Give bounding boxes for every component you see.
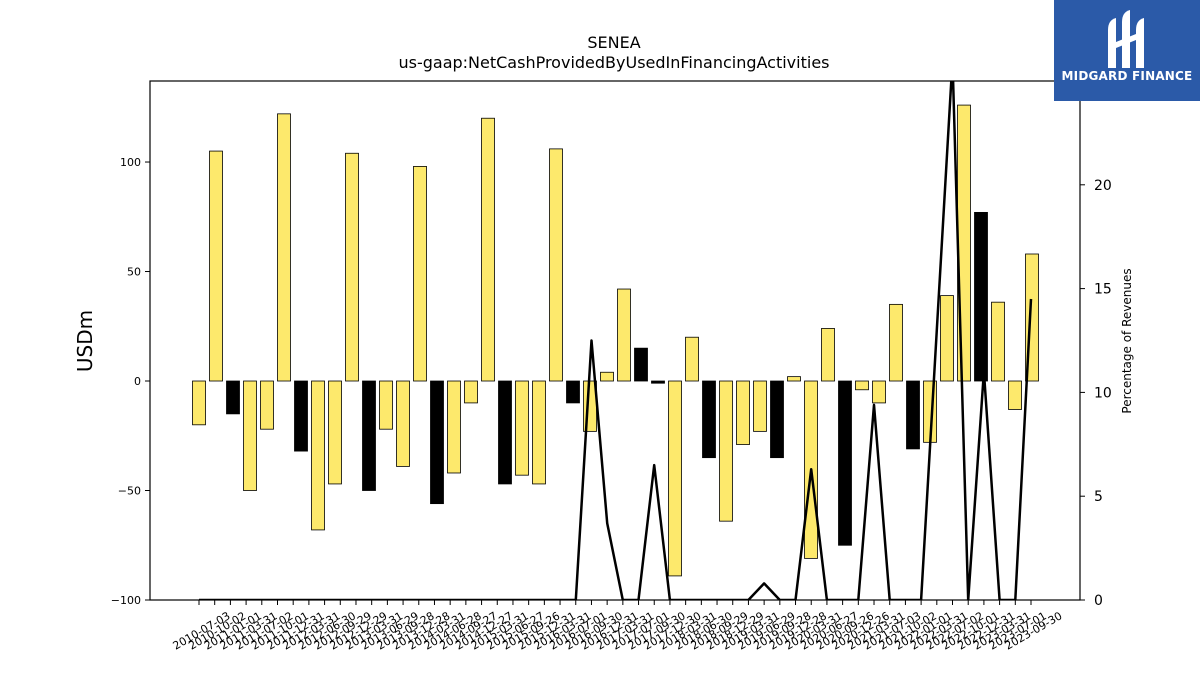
bar-13 <box>413 166 427 382</box>
bar-25 <box>617 288 631 382</box>
bar-40 <box>872 380 886 404</box>
bar-24 <box>600 371 614 382</box>
bar-33 <box>753 380 767 432</box>
bar-29 <box>685 336 699 382</box>
bar-42 <box>906 380 920 450</box>
bar-6 <box>294 380 308 452</box>
y2-tick-label-0: 0 <box>1094 593 1103 609</box>
bar-35 <box>787 376 801 382</box>
line-layer <box>199 81 1033 600</box>
bar-28 <box>668 380 682 577</box>
bar-44 <box>940 295 954 382</box>
bar-3 <box>243 380 257 491</box>
plot-frame <box>149 80 1081 601</box>
chart-subtitle: us-gaap:NetCashProvidedByUsedInFinancing… <box>398 53 829 72</box>
bar-7 <box>311 380 325 531</box>
midgard-finance-logo: MIDGARD FINANCE <box>1054 0 1200 101</box>
y2-tick-label-1: 5 <box>1094 489 1103 505</box>
bar-30 <box>702 380 716 459</box>
y-axis-label: USDm <box>73 310 97 372</box>
y2-tick-label-4: 20 <box>1094 178 1112 194</box>
y-tick-label-4: 100 <box>120 156 141 169</box>
bar-1 <box>209 150 223 382</box>
y-tick-label-1: −50 <box>118 485 141 498</box>
bar-16 <box>464 380 478 404</box>
bar-26 <box>634 347 648 382</box>
y-tick-label-3: 50 <box>127 266 141 279</box>
bar-20 <box>532 380 546 485</box>
bar-5 <box>277 113 291 382</box>
bar-17 <box>481 117 495 382</box>
y-tick-label-2: 0 <box>134 375 141 388</box>
bar-10 <box>362 380 376 491</box>
bar-11 <box>379 380 393 430</box>
bar-19 <box>515 380 529 476</box>
y2-tick-label-3: 15 <box>1094 282 1112 298</box>
chart-title: SENEA <box>587 33 640 52</box>
bar-0 <box>192 380 206 426</box>
y2-tick-label-2: 10 <box>1094 385 1112 401</box>
bar-15 <box>447 380 461 474</box>
bar-12 <box>396 380 410 467</box>
bar-14 <box>430 380 444 505</box>
bar-37 <box>821 328 835 382</box>
bar-46 <box>974 211 988 382</box>
bar-48 <box>1008 380 1022 410</box>
y-tick-label-0: −100 <box>111 594 141 607</box>
bar-21 <box>549 148 563 382</box>
bar-31 <box>719 380 733 522</box>
pct-revenue-line <box>199 81 1033 600</box>
bar-34 <box>770 380 784 459</box>
bar-27 <box>651 380 665 384</box>
bar-9 <box>345 152 359 382</box>
bar-2 <box>226 380 240 415</box>
y2-axis-label: Percentage of Revenues <box>1120 268 1134 413</box>
bar-38 <box>838 380 852 546</box>
bar-39 <box>855 380 869 391</box>
bar-8 <box>328 380 342 485</box>
bars-layer <box>192 104 1039 577</box>
logo-mark-icon <box>1108 10 1144 68</box>
bar-22 <box>566 380 580 404</box>
bar-18 <box>498 380 512 485</box>
bar-32 <box>736 380 750 445</box>
bar-4 <box>260 380 274 430</box>
axes-layer: −100−50050100051015202010-07-032010-10-0… <box>111 80 1112 653</box>
logo-text: MIDGARD FINANCE <box>1061 69 1193 83</box>
bar-47 <box>991 301 1005 382</box>
bar-41 <box>889 303 903 382</box>
